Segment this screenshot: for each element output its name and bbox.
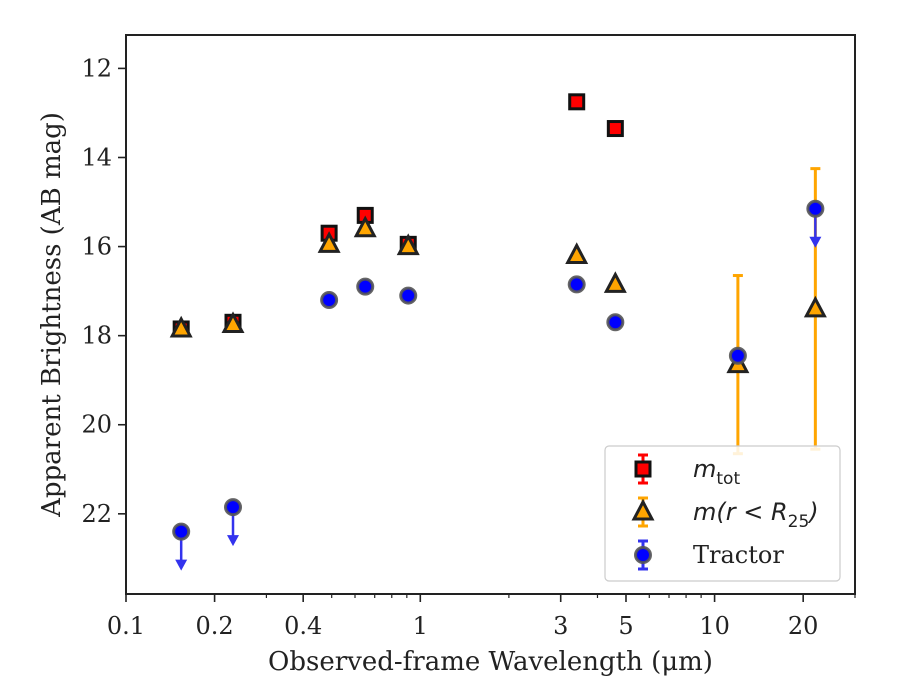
tractor-point	[224, 498, 243, 517]
y-axis-label: Apparent Brightness (AB mag)	[37, 112, 67, 518]
legend-marker-mtot	[634, 460, 652, 478]
mtot-point	[606, 120, 624, 138]
x-tick-label: 0.4	[284, 612, 322, 640]
x-tick-label: 0.2	[196, 612, 234, 640]
x-tick-label: 0.1	[107, 612, 145, 640]
tractor-point	[356, 277, 375, 296]
y-tick-label: 22	[81, 500, 112, 528]
m-r25-point	[317, 231, 341, 253]
tractor-upper-limit-arrow	[809, 236, 822, 248]
tractor-point	[172, 522, 191, 541]
m-r25-point	[353, 215, 377, 238]
m-r25-point	[803, 295, 827, 318]
y-tick-label: 14	[81, 143, 112, 171]
tractor-point	[399, 286, 418, 305]
m-r25-point	[169, 315, 193, 338]
x-tick-label: 20	[788, 612, 819, 640]
legend-label-tractor: Tractor	[693, 541, 784, 569]
x-tick-label: 1	[413, 612, 428, 640]
x-axis-label: Observed-frame Wavelength (μm)	[268, 647, 713, 677]
legend-label-mtot: mtot	[693, 455, 740, 489]
m-r25-point	[603, 271, 627, 293]
plot-frame	[125, 34, 856, 595]
ticks-layer: 0.1 0.2 0.4 1 3 5 10 20 12 14 16 18 20 22	[81, 54, 856, 640]
legend: mtot m(r < R25) Tractor	[604, 445, 841, 582]
tractor-point	[806, 199, 825, 218]
y-tick-label: 12	[81, 54, 112, 82]
tractor-point	[320, 291, 339, 310]
legend-marker-tractor	[634, 546, 652, 564]
m-r25-point	[221, 311, 245, 334]
m-r25-point	[396, 233, 420, 256]
legend-label-m-r25: m(r < R25)	[693, 498, 819, 532]
m-r25-point	[565, 242, 589, 264]
y-tick-label: 16	[81, 233, 112, 261]
tractor-point	[606, 313, 625, 332]
tractor-point	[728, 346, 747, 365]
legend-marker-m-r25	[631, 498, 655, 521]
tractor-upper-limit-arrow	[175, 559, 188, 571]
tractor-point	[567, 275, 586, 294]
x-tick-label: 10	[699, 612, 730, 640]
x-tick-label: 3	[553, 612, 568, 640]
legend-box	[604, 445, 841, 582]
y-tick-label: 20	[81, 411, 112, 439]
mtot-point	[568, 93, 586, 111]
y-tick-label: 18	[81, 322, 112, 350]
x-tick-label: 5	[618, 612, 633, 640]
tractor-upper-limit-arrow	[227, 535, 240, 547]
markers-layer	[169, 93, 827, 541]
